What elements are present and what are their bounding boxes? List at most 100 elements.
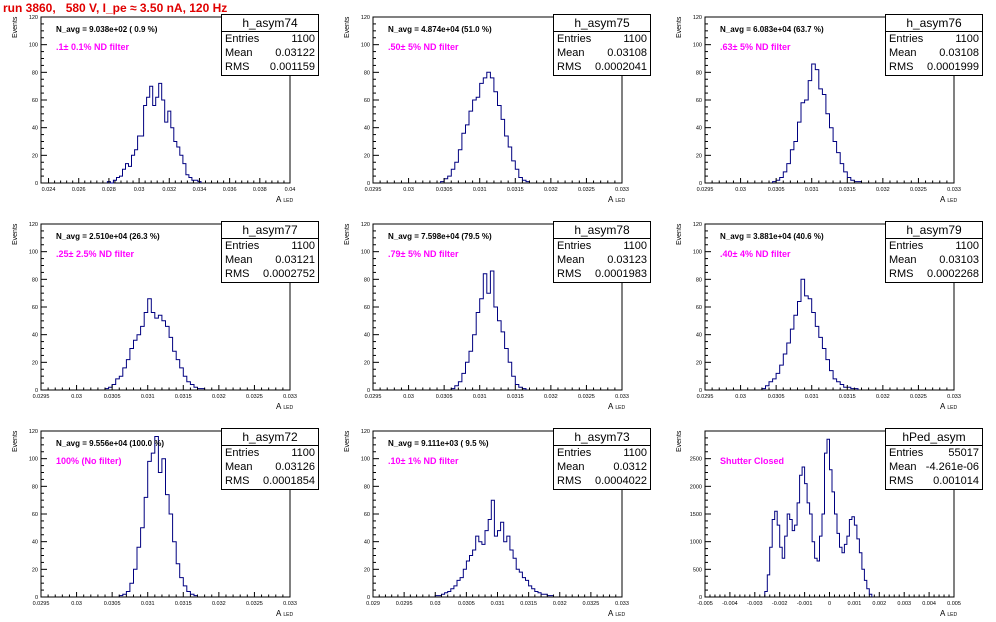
- stats-value-rms: 0.001159: [269, 61, 315, 73]
- stats-box-histogram-name: h_asym72: [222, 429, 318, 446]
- n-avg-label: N_avg = 6.083e+04 (63.7 %): [720, 25, 824, 34]
- stats-label-mean: Mean: [889, 461, 917, 473]
- stats-value-mean: -4.261e-06: [925, 461, 979, 473]
- y-tick-label: 120: [693, 15, 702, 21]
- n-avg-label: N_avg = 2.510e+04 (26.3 %): [56, 232, 160, 241]
- stats-value-entries: 1100: [955, 240, 979, 252]
- x-tick-label: -0.005: [697, 601, 713, 607]
- histogram-plot: 0.029 0.0295 0.03 0.0305 0.031 0.0315 0.032 0.0…: [361, 429, 629, 607]
- n-avg-label: N_avg = 7.598e+04 (79.5 %): [388, 232, 492, 241]
- histogram-plot: 0.0295 0.03 0.0305 0.031 0.0315 0.032 0.0325 0.…: [361, 15, 629, 193]
- y-tick-label: 80: [364, 277, 370, 283]
- stats-label-entries: Entries: [225, 33, 260, 45]
- stats-value-entries: 1100: [623, 240, 647, 252]
- n-avg-label: N_avg = 9.556e+04 (100.0 %): [56, 439, 165, 448]
- x-tick-label: 0.032: [544, 394, 558, 400]
- x-tick-label: 0.024: [42, 187, 56, 193]
- x-tick-label: 0.032: [553, 601, 567, 607]
- x-tick-label: 0.0295: [697, 187, 714, 193]
- stats-row-rms: RMS 0.0001983: [554, 267, 650, 281]
- stats-row-entries: Entries 1100: [886, 32, 982, 46]
- stats-value-rms: 0.0002041: [595, 61, 647, 73]
- histogram-line: [761, 278, 859, 390]
- x-axis-title-main: A: [276, 402, 282, 411]
- histogram-panel-h_asym72: 0.0295 0.03 0.0305 0.031 0.0315 0.032 0.0325 0.…: [0, 414, 332, 621]
- stats-label-mean: Mean: [889, 254, 917, 266]
- stats-box: h_asym74 Entries 1100 Mean 0.03122 RMS 0.00115…: [221, 14, 319, 76]
- x-tick-label: 0.036: [223, 187, 237, 193]
- stats-value-rms: 0.0001999: [927, 61, 979, 73]
- stats-value-rms: 0.0004022: [595, 475, 647, 487]
- y-tick-label: 100: [29, 457, 38, 463]
- stats-value-rms: 0.0001983: [595, 268, 647, 280]
- y-tick-label: 80: [32, 70, 38, 76]
- y-axis-title: Events: [676, 223, 683, 245]
- stats-label-mean: Mean: [225, 461, 253, 473]
- y-tick-label: 80: [696, 277, 702, 283]
- x-tick-label: 0.0315: [507, 394, 524, 400]
- x-tick-label: 0.03: [735, 187, 746, 193]
- y-tick-label: 60: [696, 98, 702, 104]
- y-tick-label: 0: [35, 595, 38, 601]
- y-tick-label: 1500: [690, 512, 702, 518]
- histogram-panel-h_asym79: 0.0295 0.03 0.0305 0.031 0.0315 0.032 0.0325 0.…: [664, 207, 996, 414]
- stats-label-entries: Entries: [557, 240, 592, 252]
- y-tick-label: 0: [367, 595, 370, 601]
- x-tick-label: 0.0315: [839, 187, 856, 193]
- histogram-plot: 0.0295 0.03 0.0305 0.031 0.0315 0.032 0.0325 0.…: [29, 429, 297, 607]
- histogram-plot: 0.0295 0.03 0.0305 0.031 0.0315 0.032 0.0325 0.…: [693, 222, 961, 400]
- x-tick-label: 0.031: [141, 394, 155, 400]
- x-axis-title-main: A: [608, 195, 614, 204]
- x-axis-title-subscript: LED: [947, 198, 958, 204]
- stats-row-rms: RMS 0.0001999: [886, 60, 982, 74]
- stats-box-histogram-name: h_asym78: [554, 222, 650, 239]
- x-tick-label: 0.033: [615, 394, 629, 400]
- y-tick-label: 100: [361, 250, 370, 256]
- x-tick-label: 0.031: [141, 601, 155, 607]
- stats-value-rms: 0.0001854: [263, 475, 315, 487]
- x-axis-title: A LED: [940, 609, 957, 618]
- x-tick-label: 0.028: [102, 187, 116, 193]
- stats-value-mean: 0.03108: [607, 47, 647, 59]
- y-tick-label: 20: [364, 153, 370, 159]
- x-axis-title-main: A: [276, 195, 282, 204]
- x-tick-label: 0.04: [285, 187, 296, 193]
- histogram-panel-h_asym76: 0.0295 0.03 0.0305 0.031 0.0315 0.032 0.0325 0.…: [664, 0, 996, 207]
- x-tick-label: 0.032: [544, 187, 558, 193]
- y-tick-label: 120: [693, 222, 702, 228]
- y-tick-label: 80: [364, 70, 370, 76]
- stats-box: h_asym78 Entries 1100 Mean 0.03123 RMS 0.00019…: [553, 221, 651, 283]
- y-tick-label: 60: [32, 98, 38, 104]
- y-tick-label: 120: [361, 222, 370, 228]
- y-tick-label: 20: [364, 360, 370, 366]
- y-tick-label: 60: [32, 512, 38, 518]
- x-tick-label: 0.0325: [582, 601, 599, 607]
- x-tick-label: 0.0295: [697, 394, 714, 400]
- y-tick-label: 0: [699, 595, 702, 601]
- x-tick-label: 0.0305: [768, 187, 785, 193]
- y-tick-label: 60: [696, 305, 702, 311]
- x-tick-label: 0.0325: [910, 394, 927, 400]
- n-avg-label: N_avg = 9.038e+02 ( 0.9 %): [56, 25, 158, 34]
- y-tick-label: 60: [364, 98, 370, 104]
- y-axis-title: Events: [344, 430, 351, 452]
- stats-label-rms: RMS: [889, 61, 914, 73]
- x-tick-label: 0.0305: [436, 394, 453, 400]
- x-tick-label: 0.0325: [246, 601, 263, 607]
- x-tick-label: 0.034: [193, 187, 207, 193]
- stats-box-histogram-name: h_asym75: [554, 15, 650, 32]
- stats-row-entries: Entries 1100: [222, 446, 318, 460]
- stats-value-mean: 0.0312: [613, 461, 647, 473]
- n-avg-label: N_avg = 4.874e+04 (51.0 %): [388, 25, 492, 34]
- y-tick-label: 80: [696, 70, 702, 76]
- x-tick-label: 0.0295: [396, 601, 413, 607]
- y-tick-label: 100: [361, 43, 370, 49]
- x-axis-title: A LED: [276, 402, 293, 411]
- histogram-line: [118, 436, 198, 597]
- x-axis-title-subscript: LED: [283, 405, 294, 411]
- x-tick-label: 0.033: [615, 601, 629, 607]
- x-tick-label: 0.0315: [175, 601, 192, 607]
- stats-label-mean: Mean: [557, 47, 585, 59]
- x-axis-title: A LED: [608, 609, 625, 618]
- stats-box: h_asym75 Entries 1100 Mean 0.03108 RMS 0.00020…: [553, 14, 651, 76]
